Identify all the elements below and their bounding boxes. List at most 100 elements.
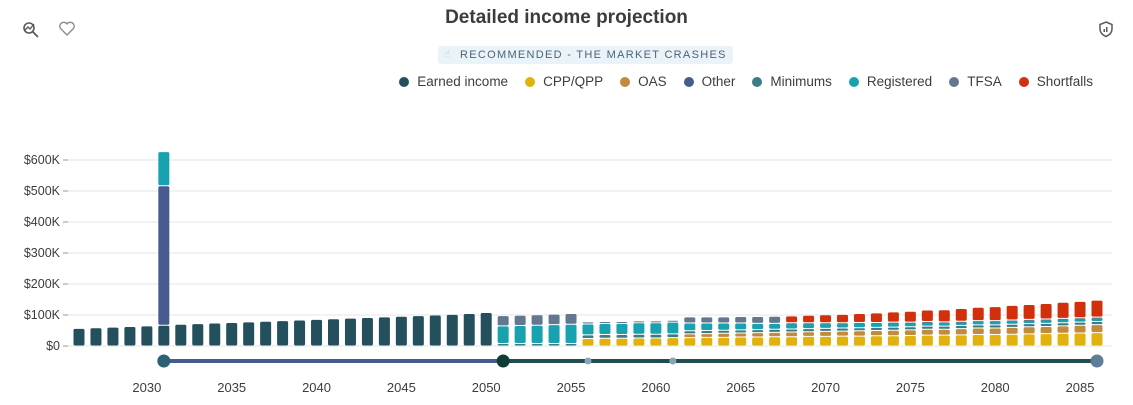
bar-segment-oas[interactable] xyxy=(904,330,916,335)
bar-segment-shortfalls[interactable] xyxy=(803,315,815,323)
bar-segment-cpp-qpp[interactable] xyxy=(870,336,882,346)
bar-segment-oas[interactable] xyxy=(752,333,764,337)
bar-segment-minimums[interactable] xyxy=(1057,323,1069,326)
bar-segment-oas[interactable] xyxy=(769,332,781,337)
bar-segment-tfsa[interactable] xyxy=(616,322,628,324)
bar-segment-oas[interactable] xyxy=(735,333,747,337)
bar-segment-minimums[interactable] xyxy=(1091,322,1103,325)
bar-segment-minimums[interactable] xyxy=(870,327,882,330)
bar-segment-oas[interactable] xyxy=(887,330,899,336)
bar-segment-shortfalls[interactable] xyxy=(1057,302,1069,318)
bar-segment-shortfalls[interactable] xyxy=(1091,300,1103,317)
bar-segment-shortfalls[interactable] xyxy=(972,307,984,321)
bar-segment-registered[interactable] xyxy=(497,326,509,344)
bar-segment-oas[interactable] xyxy=(718,333,730,337)
bar-segment-registered[interactable] xyxy=(904,323,916,327)
bar-segment-registered[interactable] xyxy=(837,323,848,328)
bar-segment-tfsa[interactable] xyxy=(820,323,832,325)
bar-segment-earned-income[interactable] xyxy=(463,313,475,346)
bar-segment-oas[interactable] xyxy=(786,332,798,337)
bar-segment-oas[interactable] xyxy=(955,329,967,335)
bar-segment-cpp-qpp[interactable] xyxy=(650,338,662,346)
bar-segment-shortfalls[interactable] xyxy=(955,308,967,321)
bar-segment-earned-income[interactable] xyxy=(446,314,458,346)
bar-segment-registered[interactable] xyxy=(853,323,865,328)
bar-segment-registered[interactable] xyxy=(1040,320,1052,323)
bar-segment-tfsa[interactable] xyxy=(684,317,696,323)
bar-segment-cpp-qpp[interactable] xyxy=(701,337,713,346)
bar-segment-minimums[interactable] xyxy=(803,329,815,332)
bar-segment-earned-income[interactable] xyxy=(429,315,441,346)
bar-segment-cpp-qpp[interactable] xyxy=(1006,334,1018,346)
bar-segment-earned-income[interactable] xyxy=(260,321,272,346)
bar-segment-minimums[interactable] xyxy=(769,329,781,332)
bar-segment-earned-income[interactable] xyxy=(107,327,119,346)
bar-segment-cpp-qpp[interactable] xyxy=(752,337,764,346)
chart-icon[interactable] xyxy=(21,19,41,39)
bar-segment-cpp-qpp[interactable] xyxy=(837,336,848,346)
bar-segment-minimums[interactable] xyxy=(972,325,984,328)
bar-segment-cpp-qpp[interactable] xyxy=(1057,333,1069,346)
shield-icon[interactable] xyxy=(1096,19,1116,39)
bar-segment-minimums[interactable] xyxy=(1074,322,1086,325)
bar-segment-registered[interactable] xyxy=(718,323,730,330)
legend-item-oas[interactable]: OAS xyxy=(620,74,667,89)
bar-segment-cpp-qpp[interactable] xyxy=(718,337,730,346)
bar-segment-shortfalls[interactable] xyxy=(989,307,1001,321)
bar-segment-registered[interactable] xyxy=(921,322,933,326)
bar-segment-minimums[interactable] xyxy=(1040,323,1052,326)
legend-item-tfsa[interactable]: TFSA xyxy=(949,74,1002,89)
bar-segment-cpp-qpp[interactable] xyxy=(938,335,950,346)
bar-segment-shortfalls[interactable] xyxy=(1040,304,1052,319)
bar-segment-oas[interactable] xyxy=(1091,325,1103,333)
bar-segment-oas[interactable] xyxy=(853,331,865,336)
bar-segment-minimums[interactable] xyxy=(887,327,899,330)
bar-segment-minimums[interactable] xyxy=(938,326,950,329)
bar-segment-earned-income[interactable] xyxy=(192,324,204,346)
bar-segment-minimums[interactable] xyxy=(955,326,967,329)
bar-segment-oas[interactable] xyxy=(701,334,713,337)
bar-segment-tfsa[interactable] xyxy=(1057,318,1069,320)
bar-segment-shortfalls[interactable] xyxy=(938,310,950,322)
bar-segment-registered[interactable] xyxy=(701,323,713,330)
bar-segment-tfsa[interactable] xyxy=(667,320,679,322)
bar-segment-minimums[interactable] xyxy=(837,328,848,331)
bar-segment-shortfalls[interactable] xyxy=(1074,301,1086,318)
bar-segment-earned-income[interactable] xyxy=(209,323,221,346)
bar-segment-registered[interactable] xyxy=(989,321,1001,325)
bar-segment-minimums[interactable] xyxy=(633,334,645,338)
bar-segment-tfsa[interactable] xyxy=(514,315,526,326)
bar-segment-registered[interactable] xyxy=(803,323,815,329)
bar-segment-tfsa[interactable] xyxy=(735,317,747,323)
bar-segment-cpp-qpp[interactable] xyxy=(616,338,628,346)
bar-segment-minimums[interactable] xyxy=(650,334,662,338)
bar-segment-tfsa[interactable] xyxy=(548,314,560,325)
bar-segment-tfsa[interactable] xyxy=(769,316,781,323)
bar-segment-cpp-qpp[interactable] xyxy=(1040,334,1052,346)
bar-segment-registered[interactable] xyxy=(667,322,679,334)
bar-segment-minimums[interactable] xyxy=(701,331,713,334)
bar-segment-registered[interactable] xyxy=(514,326,526,344)
bar-segment-registered[interactable] xyxy=(1023,320,1035,324)
bar-segment-earned-income[interactable] xyxy=(90,328,102,346)
bar-segment-minimums[interactable] xyxy=(820,328,832,331)
timeline-marker[interactable] xyxy=(584,357,592,365)
bar-segment-shortfalls[interactable] xyxy=(853,313,865,322)
bar-segment-earned-income[interactable] xyxy=(158,325,170,346)
bar-segment-cpp-qpp[interactable] xyxy=(633,338,645,346)
legend-item-earned-income[interactable]: Earned income xyxy=(399,74,508,89)
bar-segment-minimums[interactable] xyxy=(989,325,1001,328)
bar-segment-shortfalls[interactable] xyxy=(1023,304,1035,319)
bar-segment-tfsa[interactable] xyxy=(989,321,1001,323)
legend-item-shortfalls[interactable]: Shortfalls xyxy=(1018,74,1093,89)
bar-segment-registered[interactable] xyxy=(158,152,170,186)
bar-segment-earned-income[interactable] xyxy=(480,313,492,346)
bar-segment-tfsa[interactable] xyxy=(904,322,916,324)
timeline-marker[interactable] xyxy=(496,354,510,368)
bar-segment-minimums[interactable] xyxy=(752,330,764,333)
bar-segment-earned-income[interactable] xyxy=(412,316,424,346)
bar-segment-minimums[interactable] xyxy=(531,344,543,346)
bar-segment-shortfalls[interactable] xyxy=(904,311,916,322)
bar-segment-registered[interactable] xyxy=(972,321,984,325)
bar-segment-cpp-qpp[interactable] xyxy=(904,335,916,346)
